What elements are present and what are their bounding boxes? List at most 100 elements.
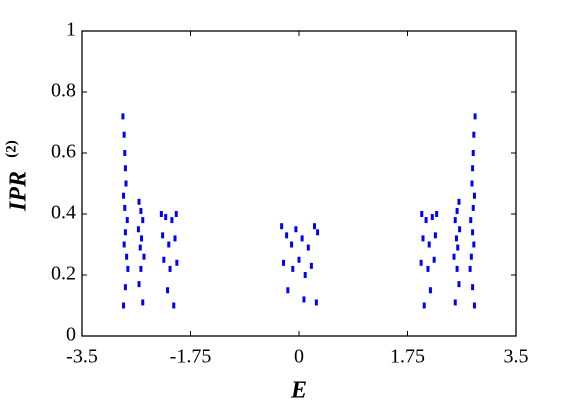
point bbox=[142, 253, 146, 260]
point bbox=[471, 284, 475, 291]
point bbox=[316, 229, 320, 236]
point bbox=[168, 265, 172, 272]
point bbox=[452, 253, 456, 260]
point bbox=[164, 214, 168, 221]
y-axis-label: IPR (2) bbox=[3, 140, 31, 212]
point bbox=[419, 259, 423, 266]
point bbox=[137, 281, 141, 288]
point bbox=[469, 253, 473, 260]
point bbox=[453, 299, 457, 306]
x-tick-label: 0 bbox=[294, 346, 304, 368]
point bbox=[125, 217, 129, 224]
point bbox=[302, 296, 306, 303]
point bbox=[139, 265, 143, 272]
point bbox=[123, 150, 127, 156]
point bbox=[470, 180, 474, 187]
point bbox=[175, 259, 179, 266]
point bbox=[422, 302, 426, 309]
point bbox=[123, 204, 127, 211]
point bbox=[285, 232, 289, 239]
point bbox=[161, 232, 165, 239]
point bbox=[166, 287, 170, 294]
point bbox=[453, 217, 457, 224]
x-tick-label: -1.75 bbox=[170, 346, 212, 368]
point bbox=[167, 241, 171, 248]
point bbox=[435, 211, 439, 217]
point bbox=[471, 229, 475, 236]
point bbox=[122, 241, 126, 248]
point bbox=[455, 265, 459, 272]
point bbox=[159, 211, 163, 217]
point bbox=[141, 299, 145, 306]
point bbox=[294, 226, 298, 233]
point bbox=[455, 207, 459, 214]
point bbox=[282, 259, 285, 266]
point bbox=[170, 217, 174, 224]
point bbox=[173, 235, 177, 242]
point bbox=[291, 265, 295, 272]
point bbox=[454, 235, 458, 242]
point bbox=[432, 256, 436, 263]
point bbox=[123, 165, 127, 172]
point bbox=[421, 235, 425, 242]
point bbox=[457, 281, 461, 288]
point bbox=[430, 214, 434, 221]
point bbox=[300, 235, 304, 242]
point bbox=[426, 265, 430, 272]
point bbox=[123, 284, 127, 291]
point bbox=[138, 244, 142, 251]
point bbox=[124, 180, 128, 187]
x-tick-label: -3.5 bbox=[66, 346, 98, 368]
y-tick-label: 1 bbox=[66, 19, 76, 41]
x-axis-label: E bbox=[290, 378, 307, 404]
point bbox=[122, 302, 126, 309]
point bbox=[313, 223, 316, 230]
point bbox=[433, 232, 437, 239]
point bbox=[137, 198, 141, 205]
point bbox=[472, 302, 476, 309]
point bbox=[136, 226, 140, 233]
point bbox=[471, 165, 475, 172]
x-tick-label: 1.75 bbox=[390, 346, 425, 368]
point bbox=[121, 113, 125, 120]
plot-frame bbox=[81, 30, 517, 337]
x-tick-label: 3.5 bbox=[504, 346, 529, 368]
point bbox=[471, 150, 475, 156]
y-tick-label: 0.2 bbox=[51, 263, 76, 285]
point bbox=[303, 272, 307, 278]
point bbox=[472, 192, 476, 199]
point bbox=[456, 244, 460, 251]
point bbox=[469, 217, 473, 224]
y-tick-label: 0 bbox=[66, 324, 76, 346]
point bbox=[140, 235, 144, 242]
point bbox=[420, 211, 424, 217]
y-axis-label-main: IPR bbox=[6, 171, 32, 212]
y-axis-label-sup: (2) bbox=[3, 140, 19, 158]
point bbox=[122, 131, 126, 138]
point bbox=[162, 256, 166, 263]
point bbox=[286, 287, 290, 294]
y-tick-label: 0.8 bbox=[51, 80, 76, 102]
point bbox=[457, 198, 461, 205]
point bbox=[290, 241, 294, 248]
point bbox=[141, 217, 145, 224]
point bbox=[280, 223, 284, 230]
point bbox=[297, 256, 301, 263]
point bbox=[306, 244, 310, 251]
point bbox=[125, 253, 129, 260]
point bbox=[424, 217, 428, 224]
point bbox=[472, 241, 476, 248]
y-tick-label: 0.6 bbox=[51, 141, 76, 163]
point bbox=[174, 211, 178, 217]
point bbox=[472, 131, 476, 138]
point bbox=[471, 204, 475, 211]
point bbox=[427, 241, 431, 248]
point bbox=[122, 192, 126, 199]
point bbox=[123, 229, 127, 236]
point bbox=[314, 299, 318, 306]
point bbox=[473, 113, 477, 120]
point bbox=[458, 226, 462, 233]
point bbox=[468, 265, 472, 272]
point bbox=[309, 262, 313, 269]
